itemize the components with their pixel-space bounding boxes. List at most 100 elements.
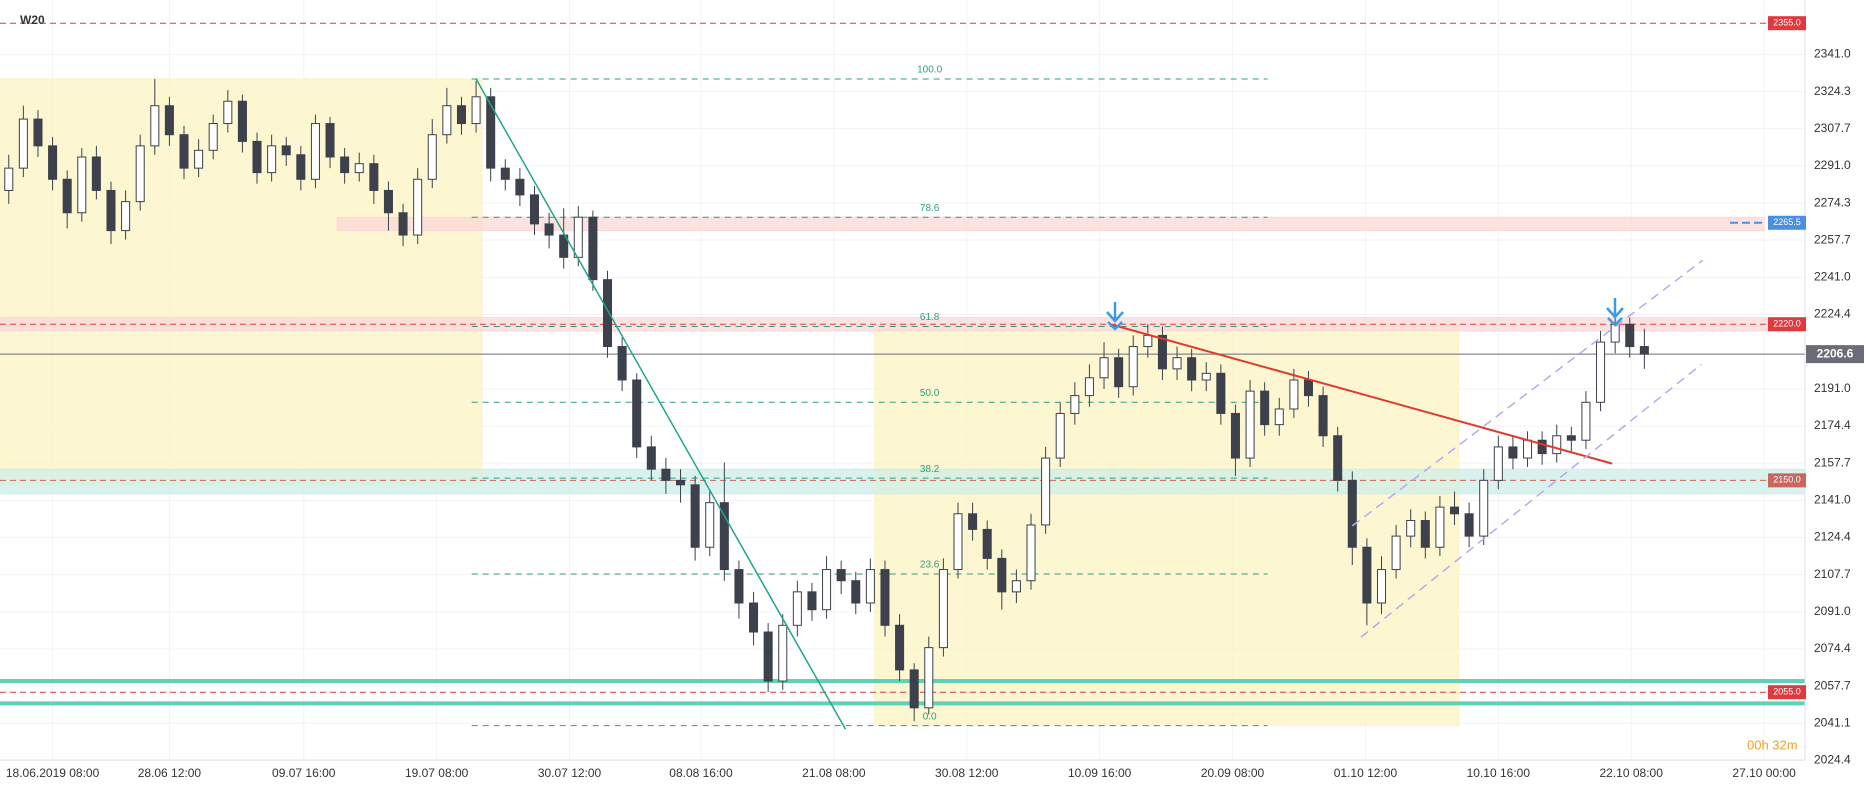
trend-line: [475, 78, 847, 730]
candle-body: [1420, 519, 1430, 548]
candle-body: [573, 216, 583, 258]
y-tick-label: 2091.0: [1814, 604, 1851, 618]
candle-body: [179, 134, 189, 169]
x-tick-label: 09.07 16:00: [272, 766, 336, 780]
y-tick-label: 2307.7: [1814, 121, 1851, 135]
trend-line: [1351, 259, 1704, 527]
candle-body: [895, 624, 905, 671]
candle-body: [1245, 390, 1255, 459]
candle-body: [909, 669, 919, 709]
candle-body: [1187, 357, 1197, 381]
candle-body: [1523, 439, 1533, 459]
y-tick-label: 2241.0: [1814, 270, 1851, 284]
candle-body: [164, 105, 174, 136]
y-tick-label: 2124.4: [1814, 530, 1851, 544]
price-label-box: [1768, 685, 1806, 700]
arrow: [1106, 302, 1124, 331]
candle-body: [1610, 323, 1620, 343]
candle-body: [471, 96, 481, 125]
fib-label: 61.8: [920, 312, 940, 323]
plot-area: 100.0 78.6 61.8 50.0 38.2 23.6 0.0: [0, 0, 1806, 761]
candle-body: [150, 105, 160, 147]
candle-body: [1391, 535, 1401, 571]
fib-label: 23.6: [920, 560, 940, 571]
candle-body: [924, 647, 934, 709]
arrow: [1606, 298, 1624, 327]
candle-body: [661, 468, 671, 481]
y-tick-label: 2107.7: [1814, 567, 1851, 581]
fib-label: 0.0: [923, 711, 937, 722]
candle-body: [997, 557, 1007, 593]
price-label-box: [1768, 473, 1806, 488]
candle-body: [208, 123, 218, 151]
x-tick-label: 28.06 12:00: [138, 766, 202, 780]
y-tick-label: 2274.3: [1814, 195, 1851, 209]
candle-body: [953, 513, 963, 571]
candle-body: [807, 591, 817, 611]
candle-body: [18, 118, 28, 169]
candle-body: [1347, 479, 1357, 548]
candle-body: [968, 513, 978, 530]
candle-body: [398, 212, 408, 236]
candle-body: [106, 189, 116, 232]
candle-body: [1537, 439, 1547, 455]
candle-body: [1581, 401, 1591, 441]
candle-body: [1289, 379, 1299, 410]
candle-body: [194, 149, 204, 169]
x-tick-label: 20.09 08:00: [1201, 766, 1265, 780]
price-label: 2055.0: [1773, 687, 1801, 697]
y-tick-label: 2191.0: [1814, 381, 1851, 395]
candle-body: [1099, 357, 1109, 379]
candle-body: [1143, 334, 1153, 348]
candle-body: [456, 105, 466, 125]
candle-body: [705, 502, 715, 548]
y-tick-label: 2324.3: [1814, 84, 1851, 98]
candle-body: [1406, 519, 1416, 537]
candle-body: [778, 624, 788, 682]
x-tick-label: 10.09 16:00: [1068, 766, 1132, 780]
candle-body: [4, 167, 14, 191]
price-label-box: [1768, 317, 1806, 332]
y-tick-label: 2074.4: [1814, 641, 1851, 655]
price-label: 2206.6: [1817, 346, 1854, 360]
candle-body: [267, 145, 277, 174]
candle-body: [1201, 372, 1211, 381]
candle-body: [325, 123, 335, 158]
candle-body: [281, 145, 291, 156]
y-tick-label: 2257.7: [1814, 232, 1851, 246]
price-label: 2220.0: [1773, 319, 1801, 329]
fib-label: 38.2: [920, 464, 940, 475]
candle-body: [310, 123, 320, 180]
candle-body: [500, 167, 510, 180]
candle-body: [1260, 390, 1270, 426]
price-label: 2355.0: [1773, 18, 1801, 28]
candle-body: [121, 201, 131, 232]
x-tick-label: 08.08 16:00: [669, 766, 733, 780]
fib-label: 50.0: [920, 388, 940, 399]
candle-body: [588, 216, 598, 281]
candle-body: [836, 569, 846, 582]
x-tick-label: 21.08 08:00: [802, 766, 866, 780]
candle-body: [1041, 457, 1051, 526]
y-tick-label: 2341.0: [1814, 47, 1851, 61]
candle-body: [1011, 580, 1021, 593]
candle-body: [1376, 569, 1387, 604]
y-tick-label: 2157.7: [1814, 455, 1851, 469]
candle-body: [749, 602, 759, 633]
y-tick-label: 2291.0: [1814, 158, 1851, 172]
candle-body: [880, 569, 890, 626]
candle-body: [369, 163, 379, 191]
candle-body: [1274, 408, 1284, 426]
candle-body: [1435, 506, 1445, 548]
x-tick-label: 27.10 00:00: [1732, 766, 1796, 780]
x-tick-label: 19.07 08:00: [405, 766, 469, 780]
candle-body: [1216, 372, 1226, 414]
candle-body: [515, 178, 525, 196]
candle-body: [719, 502, 729, 571]
x-tick-label: 30.07 12:00: [538, 766, 602, 780]
trend-line: [1112, 323, 1613, 465]
candle-body: [1230, 412, 1240, 459]
candle-body: [354, 163, 364, 174]
candle-body: [938, 569, 948, 649]
candle-body: [1596, 341, 1606, 403]
